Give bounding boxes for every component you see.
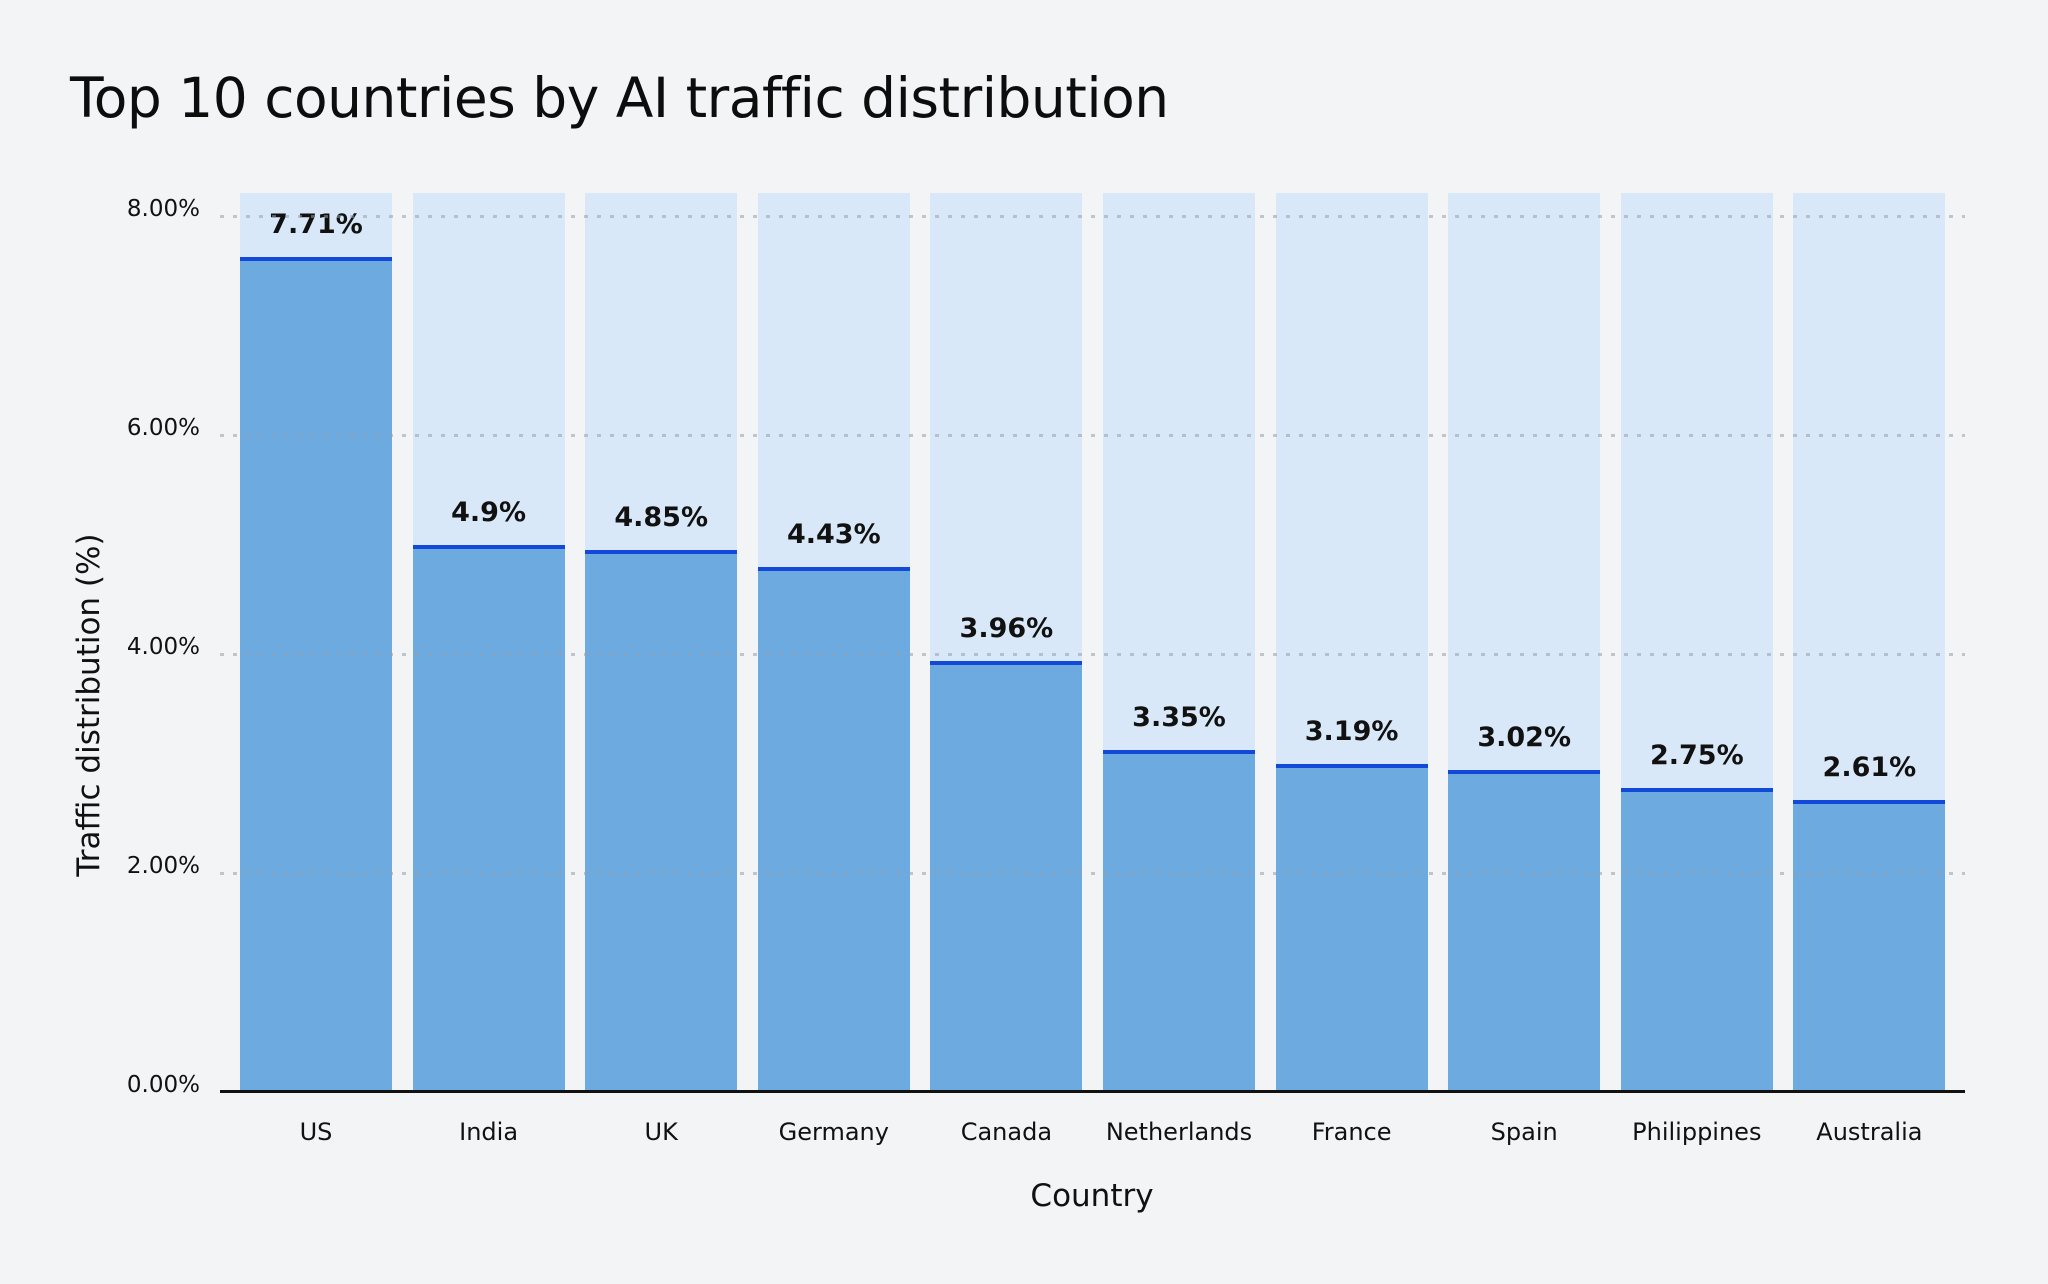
x-axis-line: [220, 1090, 1965, 1093]
y-tick-label: 8.00%: [126, 196, 200, 222]
bar-value-label: 2.61%: [1822, 751, 1917, 783]
bar-value-label: 3.96%: [959, 612, 1054, 644]
bar-value-label: 3.35%: [1132, 702, 1226, 734]
y-tick-label: 4.00%: [126, 634, 200, 660]
bar-value-label: 4.85%: [614, 501, 709, 533]
bar[interactable]: [240, 256, 392, 1092]
chart-title: Top 10 countries by AI traffic distribut…: [70, 66, 1169, 130]
x-axis-title: Country: [1030, 1178, 1154, 1214]
x-tick-label: Spain: [1490, 1118, 1558, 1146]
y-axis-title: Traffic distribution (%): [71, 533, 107, 877]
bar[interactable]: [585, 549, 738, 1092]
x-tick-label: US: [299, 1118, 333, 1146]
x-tick-label: India: [459, 1118, 519, 1146]
x-tick-label: Australia: [1816, 1118, 1923, 1146]
bar-value-label: 2.75%: [1649, 739, 1744, 771]
bar[interactable]: [412, 544, 565, 1092]
x-tick-label: UK: [644, 1118, 678, 1146]
bar[interactable]: [757, 567, 910, 1092]
bar[interactable]: [1448, 770, 1601, 1092]
bar[interactable]: [1275, 763, 1428, 1092]
y-tick-label: 0.00%: [126, 1072, 200, 1098]
bar-value-label: 4.9%: [451, 496, 527, 528]
x-tick-label: Canada: [960, 1118, 1053, 1146]
bar[interactable]: [1793, 799, 1946, 1092]
bar-value-label: 4.43%: [786, 519, 881, 551]
x-tick-label: Germany: [778, 1118, 889, 1146]
bar-value-label: 7.71%: [269, 208, 363, 240]
x-tick-label: Philippines: [1632, 1118, 1762, 1146]
bar[interactable]: [930, 660, 1083, 1092]
bar-value-label: 3.02%: [1477, 722, 1572, 754]
x-tick-label: Netherlands: [1105, 1118, 1253, 1146]
bar[interactable]: [1620, 787, 1773, 1092]
bar[interactable]: [1103, 750, 1255, 1092]
y-tick-label: 6.00%: [126, 415, 200, 441]
x-tick-label: France: [1311, 1118, 1392, 1146]
bar-value-label: 3.19%: [1304, 715, 1399, 747]
y-tick-label: 2.00%: [126, 853, 200, 879]
